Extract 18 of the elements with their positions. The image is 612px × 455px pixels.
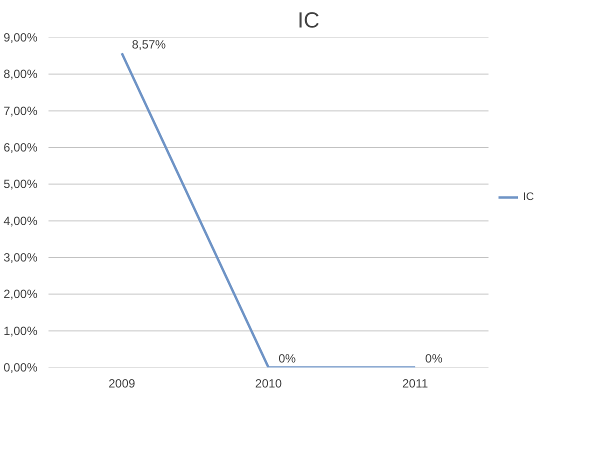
- y-tick-label: 3,00%: [3, 250, 38, 264]
- y-tick-label: 8,00%: [3, 67, 38, 82]
- legend-label: IC: [523, 191, 535, 203]
- data-label: 0%: [425, 352, 443, 366]
- data-label: 8,57%: [132, 37, 166, 52]
- y-tick-label: 6,00%: [3, 140, 38, 154]
- data-label: 0%: [278, 352, 296, 366]
- chart-title: IC: [298, 8, 320, 32]
- x-tick-label: 2009: [108, 376, 136, 390]
- y-tick-label: 4,00%: [3, 214, 38, 228]
- y-tick-label: 5,00%: [3, 177, 38, 192]
- y-tick-label: 1,00%: [3, 324, 38, 338]
- y-tick-label: 2,00%: [3, 287, 38, 302]
- y-tick-label: 7,00%: [3, 104, 38, 118]
- x-tick-label: 2011: [402, 376, 428, 390]
- y-tick-label: 0,00%: [3, 360, 38, 374]
- x-tick-label: 2010: [255, 376, 282, 390]
- y-tick-label: 9,00%: [3, 30, 38, 44]
